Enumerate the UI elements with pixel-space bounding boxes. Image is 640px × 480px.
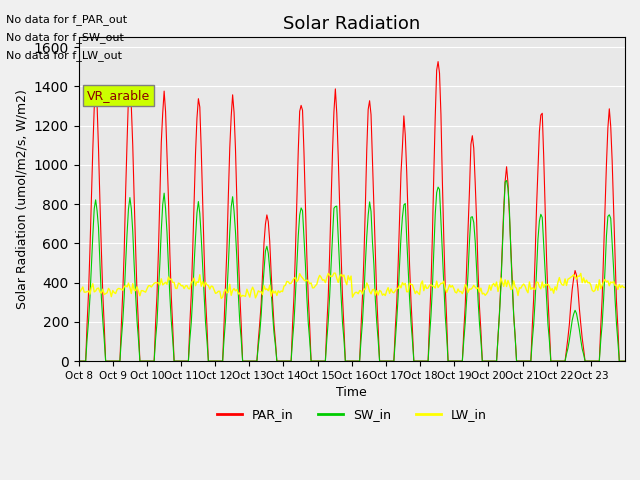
Y-axis label: Solar Radiation (umol/m2/s, W/m2): Solar Radiation (umol/m2/s, W/m2) bbox=[15, 89, 28, 309]
Line: PAR_in: PAR_in bbox=[79, 61, 625, 361]
Title: Solar Radiation: Solar Radiation bbox=[283, 15, 420, 33]
PAR_in bbox=[110, 358, 118, 364]
PAR_in bbox=[547, 358, 555, 364]
LW_in bbox=[75, 287, 83, 293]
PAR_in bbox=[621, 358, 629, 364]
LW_in bbox=[358, 291, 366, 297]
SW_in bbox=[621, 358, 629, 364]
LW_in bbox=[218, 296, 225, 301]
LW_in bbox=[467, 287, 475, 292]
PAR_in bbox=[356, 358, 364, 364]
Line: LW_in: LW_in bbox=[79, 273, 625, 299]
Text: No data for f_LW_out: No data for f_LW_out bbox=[6, 50, 122, 61]
LW_in bbox=[93, 286, 101, 291]
SW_in bbox=[547, 358, 555, 364]
Text: No data for f_SW_out: No data for f_SW_out bbox=[6, 32, 124, 43]
PAR_in bbox=[93, 102, 101, 108]
Text: No data for f_PAR_out: No data for f_PAR_out bbox=[6, 13, 127, 24]
SW_in bbox=[464, 270, 472, 276]
LW_in bbox=[110, 290, 118, 296]
SW_in bbox=[356, 358, 364, 364]
Text: VR_arable: VR_arable bbox=[87, 89, 150, 102]
SW_in bbox=[93, 208, 101, 214]
PAR_in bbox=[466, 187, 474, 193]
LW_in bbox=[620, 285, 627, 290]
SW_in bbox=[503, 178, 511, 183]
PAR_in bbox=[75, 358, 83, 364]
LW_in bbox=[330, 270, 338, 276]
SW_in bbox=[618, 358, 626, 364]
SW_in bbox=[110, 358, 118, 364]
PAR_in bbox=[435, 59, 442, 64]
PAR_in bbox=[618, 358, 626, 364]
Legend: PAR_in, SW_in, LW_in: PAR_in, SW_in, LW_in bbox=[211, 403, 492, 426]
X-axis label: Time: Time bbox=[337, 386, 367, 399]
LW_in bbox=[621, 285, 629, 290]
Line: SW_in: SW_in bbox=[79, 180, 625, 361]
SW_in bbox=[75, 358, 83, 364]
LW_in bbox=[548, 286, 556, 291]
